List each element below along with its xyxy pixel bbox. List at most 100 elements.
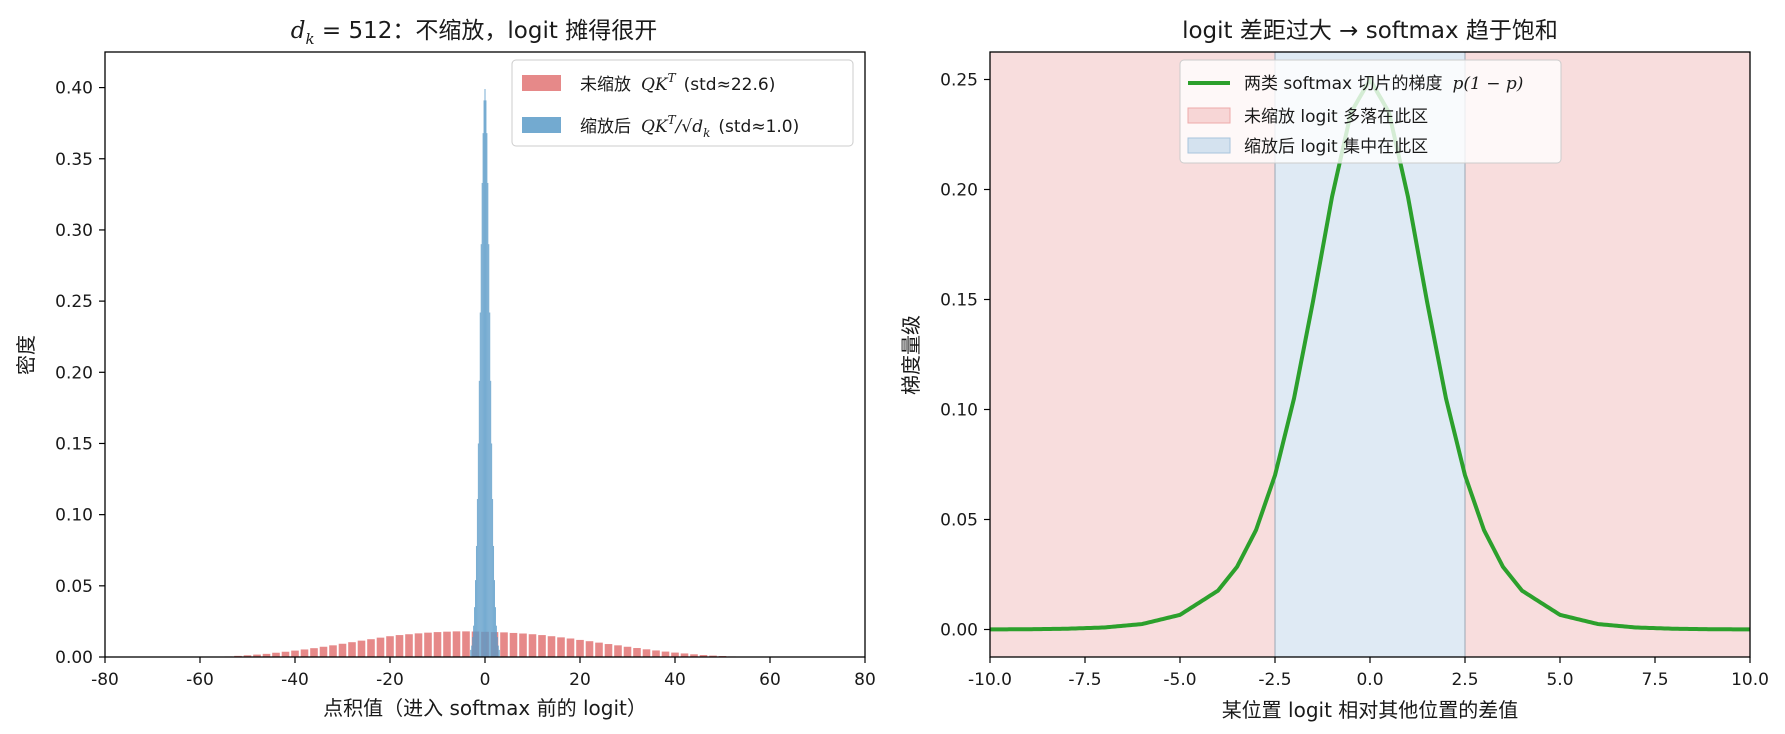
scaled-bar [486, 133, 488, 657]
unscaled-bar [576, 639, 584, 657]
left-x-tick-label: -40 [281, 670, 309, 690]
unscaled-bar [367, 639, 375, 657]
left-title-text: ：不缩放，logit 摊得很开 [392, 18, 657, 44]
right-x-tick-label: 10.0 [1731, 670, 1769, 690]
unscaled-bar [414, 633, 423, 657]
unscaled-bar [709, 655, 717, 657]
legend-scaled-sup: T [668, 113, 677, 127]
left-x-tick-label: -80 [91, 670, 119, 690]
right-legend: 两类 softmax 切片的梯度 p(1 − p) 未缩放 logit 多落在此区… [1179, 59, 1562, 164]
right-legend-box [1179, 59, 1562, 164]
unscaled-bar [243, 655, 252, 657]
right-x-tick-label: -2.5 [1258, 670, 1291, 690]
unscaled-bar [300, 649, 309, 657]
scaled-bar [472, 637, 474, 657]
legend-scaled-prefix: 缩放后 [580, 117, 631, 137]
legend-unscaled-sup: T [668, 71, 677, 85]
left-y-tick-label: 0.25 [55, 292, 93, 312]
unscaled-bar [585, 641, 594, 657]
unscaled-bar [281, 651, 290, 657]
unscaled-bar [519, 633, 527, 657]
right-x-ticks: -10.0 -7.5 -5.0 -2.5 0.0 2.5 5.0 7.5 10.0 [968, 657, 1769, 690]
left-x-axis-label: 点积值（进入 softmax 前的 logit） [323, 696, 647, 720]
left-x-tick-label: -60 [186, 670, 214, 690]
right-x-tick-label: 7.5 [1641, 670, 1668, 690]
scaled-bar [490, 380, 492, 657]
unscaled-bar [462, 631, 470, 657]
scaled-bar [494, 607, 496, 657]
unscaled-bar [291, 650, 299, 657]
unscaled-bar [528, 634, 537, 657]
right-x-tick-label: -5.0 [1163, 670, 1196, 690]
legend-unscaled-math: QK [641, 75, 669, 95]
right-y-tick-label: 0.00 [940, 621, 978, 641]
unscaled-bar [452, 631, 461, 657]
scaled-bar [473, 625, 475, 657]
left-x-tick-label: 0 [480, 670, 491, 690]
legend-swatch-scaled-region [1187, 137, 1231, 154]
scaled-bar [492, 498, 494, 657]
gradient-panel: logit 差距过大 → softmax 趋于饱和 -10.0 -7.5 -5.0-… [899, 18, 1769, 722]
unscaled-bar [699, 655, 708, 657]
left-title-subscript: k [306, 30, 315, 48]
unscaled-bar [253, 654, 261, 657]
scaled-bar [483, 100, 485, 657]
legend-label-scaled: 缩放后 QKT/√dk (std≈1.0) [580, 113, 799, 140]
left-chart-title: dk = 512：不缩放，logit 摊得很开 [291, 18, 657, 48]
legend-swatch-scaled [522, 117, 561, 133]
left-y-tick-label: 0.05 [55, 577, 93, 597]
legend-swatch-unscaled [522, 75, 561, 91]
left-x-tick-label: 40 [664, 670, 686, 690]
unscaled-bar [652, 650, 660, 657]
legend-gradient-math-rest: (1 − p) [1463, 74, 1523, 94]
scaled-bar [495, 625, 497, 657]
scaled-bar [478, 380, 480, 657]
unscaled-bar [443, 631, 451, 657]
legend-gradient-math: p [1452, 74, 1463, 94]
unscaled-series [224, 631, 746, 657]
unscaled-bar [262, 653, 271, 657]
unscaled-bar [690, 654, 698, 657]
scaled-bar [474, 607, 476, 657]
scaled-bar [477, 443, 479, 657]
legend-swatch-unscaled-region [1187, 107, 1231, 124]
unscaled-bar [310, 648, 318, 657]
left-x-tick-label: 20 [569, 670, 591, 690]
unscaled-bar [329, 645, 337, 657]
unscaled-bar [633, 648, 641, 657]
unscaled-bar [671, 652, 679, 657]
left-y-axis-label: 密度 [14, 335, 38, 375]
left-y-tick-label: 0.20 [55, 363, 93, 383]
unscaled-bar [566, 638, 575, 657]
right-x-tick-label: 0.0 [1356, 670, 1383, 690]
scaled-bar [481, 182, 483, 657]
unscaled-bar [433, 632, 442, 657]
histogram-panel: dk = 512：不缩放，logit 摊得很开 -80 -60 -40 -20 0 20 4… [14, 18, 876, 720]
legend-label-scaled-region: 缩放后 logit 集中在此区 [1244, 137, 1428, 157]
left-x-tick-label: -20 [376, 670, 404, 690]
left-legend: 未缩放 QKT (std≈22.6) 缩放后 QKT/√dk (std≈1.0) [511, 59, 854, 147]
right-x-tick-label: -10.0 [968, 670, 1012, 690]
right-y-ticks: 0.00 0.05 0.10 0.15 0.20 0.25 [940, 71, 990, 641]
unscaled-bar [500, 632, 508, 657]
left-x-ticks: -80 -60 -40 -20 0 20 40 60 80 [91, 657, 876, 690]
left-y-tick-label: 0.40 [55, 79, 93, 99]
left-y-ticks: 0.00 0.05 0.10 0.15 0.20 0.25 0.30 0.35 0.40 [55, 79, 105, 668]
unscaled-bar [272, 652, 280, 657]
scaled-bar [475, 580, 476, 657]
scaled-bar [487, 182, 489, 657]
unscaled-bar [509, 632, 518, 657]
unscaled-bar [680, 653, 689, 657]
unscaled-bar [348, 642, 356, 657]
legend-scaled-suffix: (std≈1.0) [718, 117, 799, 137]
scaled-bar [489, 312, 491, 657]
right-y-tick-label: 0.05 [940, 511, 978, 531]
scaled-bar [480, 244, 482, 658]
legend-unscaled-prefix: 未缩放 [580, 75, 631, 95]
right-y-tick-label: 0.20 [940, 181, 978, 201]
scaled-bar [479, 312, 481, 657]
left-y-tick-label: 0.15 [55, 434, 93, 454]
right-y-tick-label: 0.15 [940, 291, 978, 311]
unscaled-bar [395, 635, 404, 657]
legend-label-gradient: 两类 softmax 切片的梯度 p(1 − p) [1244, 74, 1523, 94]
